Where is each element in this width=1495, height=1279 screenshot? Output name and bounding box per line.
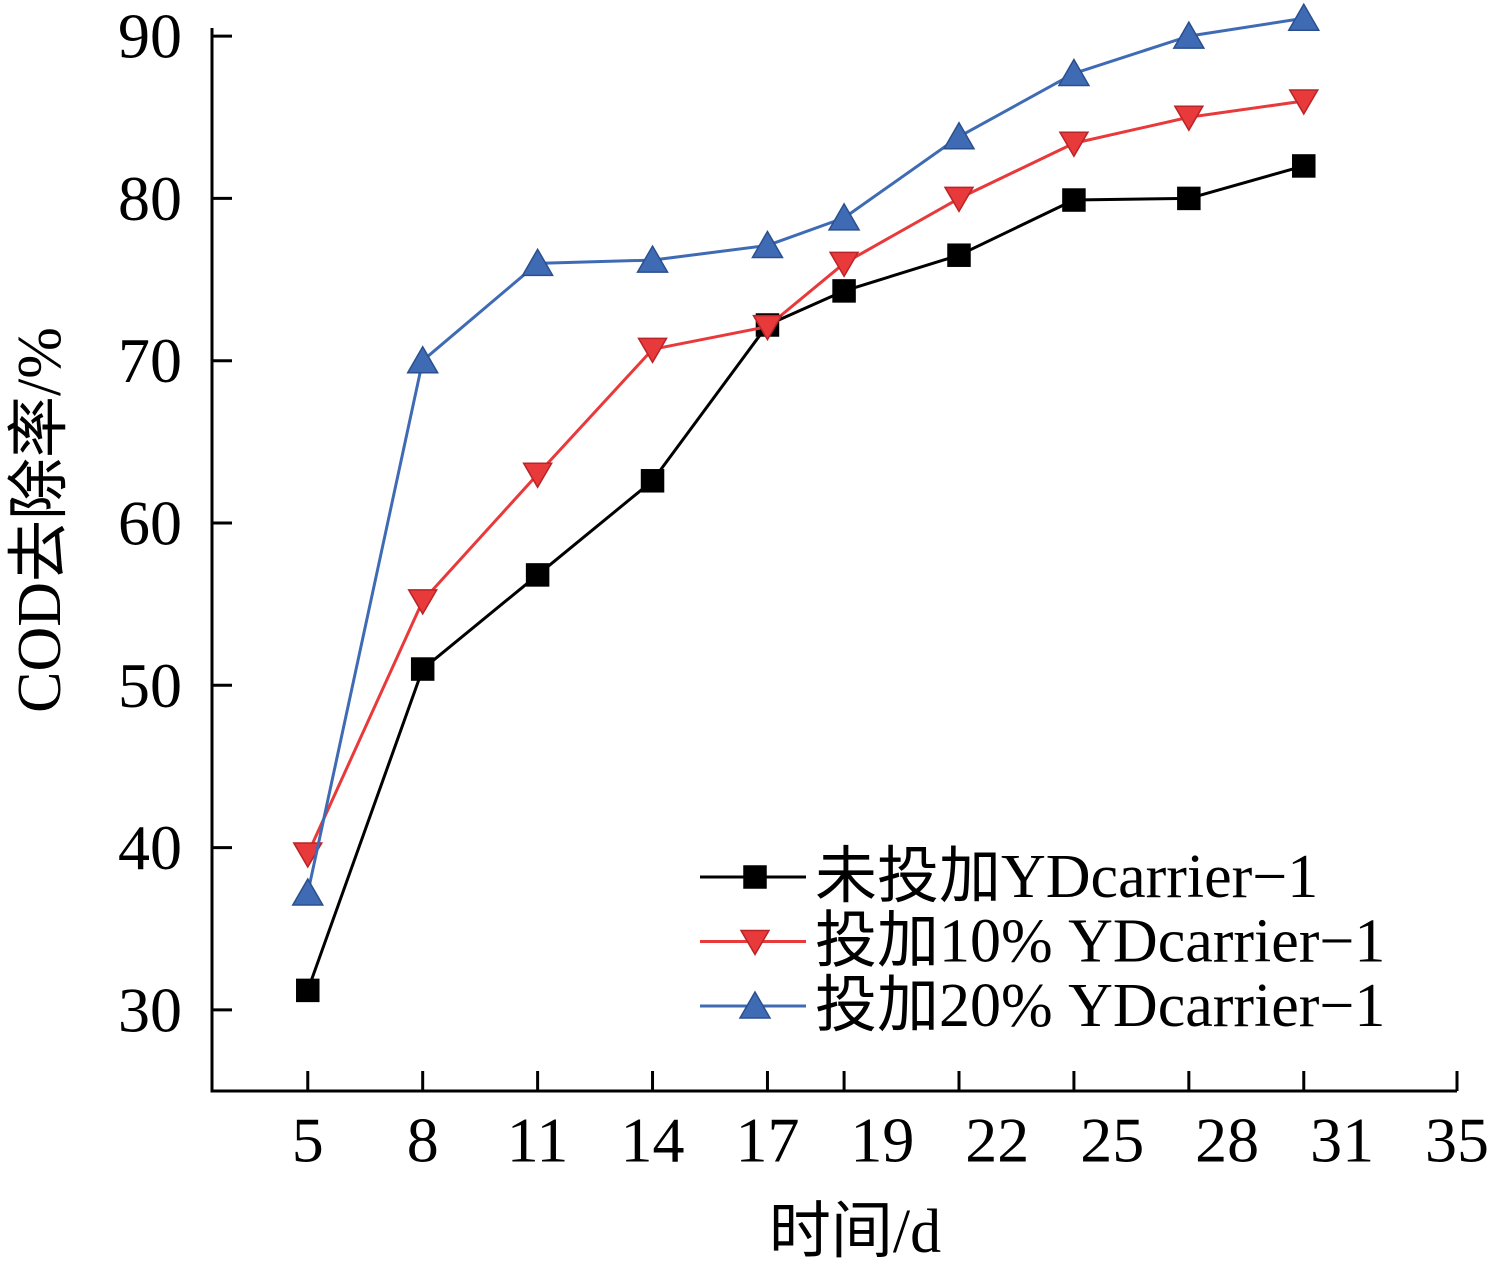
data-point <box>522 462 553 489</box>
y-axis-ticks: 30 40 50 60 70 80 90 <box>118 1 232 1045</box>
data-point <box>291 877 325 906</box>
legend-entry: 投加20% YDcarrier−1 <box>700 972 1385 1040</box>
axes <box>210 28 1457 1093</box>
y-axis-title: COD去除率/% <box>6 327 74 713</box>
series-line <box>306 164 1305 991</box>
data-point <box>1173 105 1205 132</box>
data-point <box>1177 186 1201 211</box>
x-tick-label: 17 <box>735 1105 799 1176</box>
legend-entry: 投加10% YDcarrier−1 <box>700 908 1385 976</box>
x-tick-label: 8 <box>407 1105 439 1176</box>
y-tick-label: 50 <box>118 650 182 721</box>
data-point <box>751 229 784 259</box>
x-tick-label: 31 <box>1310 1105 1374 1176</box>
y-tick-label: 70 <box>118 325 182 396</box>
data-point <box>636 244 669 273</box>
data-point <box>1057 57 1091 87</box>
data-point <box>1058 131 1090 158</box>
data-point <box>406 345 439 374</box>
y-tick-label: 40 <box>118 812 182 883</box>
x-axis-title: 时间/d <box>769 1198 941 1266</box>
data-point <box>947 243 971 267</box>
x-tick-label: 5 <box>292 1105 324 1176</box>
data-point <box>943 186 975 213</box>
x-axis-ticks: 5 8 11 14 17 19 22 25 28 31 35 <box>292 1071 1489 1176</box>
plot-area: 30 40 50 60 70 80 90 5 8 11 14 17 19 22 25 28 31 35 未投加Y… <box>118 1 1489 1176</box>
legend-entry: 未投加YDcarrier−1 <box>700 843 1318 911</box>
x-tick-label: 19 <box>850 1105 914 1176</box>
legend-label: 投加20% YDcarrier−1 <box>815 972 1385 1040</box>
data-point <box>827 202 861 231</box>
series-2 <box>292 89 1320 869</box>
x-tick-label: 11 <box>507 1105 569 1176</box>
y-tick-label: 80 <box>118 163 182 234</box>
data-point <box>1292 154 1316 178</box>
data-point <box>296 978 320 1003</box>
data-point <box>637 337 668 364</box>
x-tick-label: 35 <box>1425 1105 1489 1176</box>
series-line <box>306 99 1304 855</box>
x-tick-label: 25 <box>1080 1105 1144 1176</box>
series-line <box>306 16 1304 894</box>
data-point <box>410 657 435 681</box>
data-point <box>525 563 550 587</box>
series-1 <box>296 154 1316 1003</box>
data-point <box>521 247 554 277</box>
y-tick-label: 30 <box>118 974 182 1045</box>
data-point <box>1172 20 1206 49</box>
series-3 <box>291 2 1321 906</box>
y-tick-label: 90 <box>118 1 182 72</box>
legend-marker <box>743 865 767 889</box>
x-tick-label: 28 <box>1195 1105 1259 1176</box>
legend-marker <box>739 929 771 956</box>
data-point <box>407 589 438 616</box>
x-tick-label: 14 <box>621 1105 685 1176</box>
data-point <box>1287 2 1321 32</box>
legend-label: 未投加YDcarrier−1 <box>815 843 1318 911</box>
series-group <box>291 2 1321 1003</box>
data-point <box>1288 89 1320 116</box>
data-point <box>828 251 860 278</box>
data-point <box>832 279 856 303</box>
data-point <box>640 469 665 493</box>
x-tick-label: 22 <box>965 1105 1029 1176</box>
data-point <box>1062 188 1086 212</box>
data-point <box>752 314 783 342</box>
legend-marker <box>738 990 772 1019</box>
legend-label: 投加10% YDcarrier−1 <box>815 908 1385 976</box>
y-tick-label: 60 <box>118 487 182 558</box>
data-point <box>942 121 976 150</box>
